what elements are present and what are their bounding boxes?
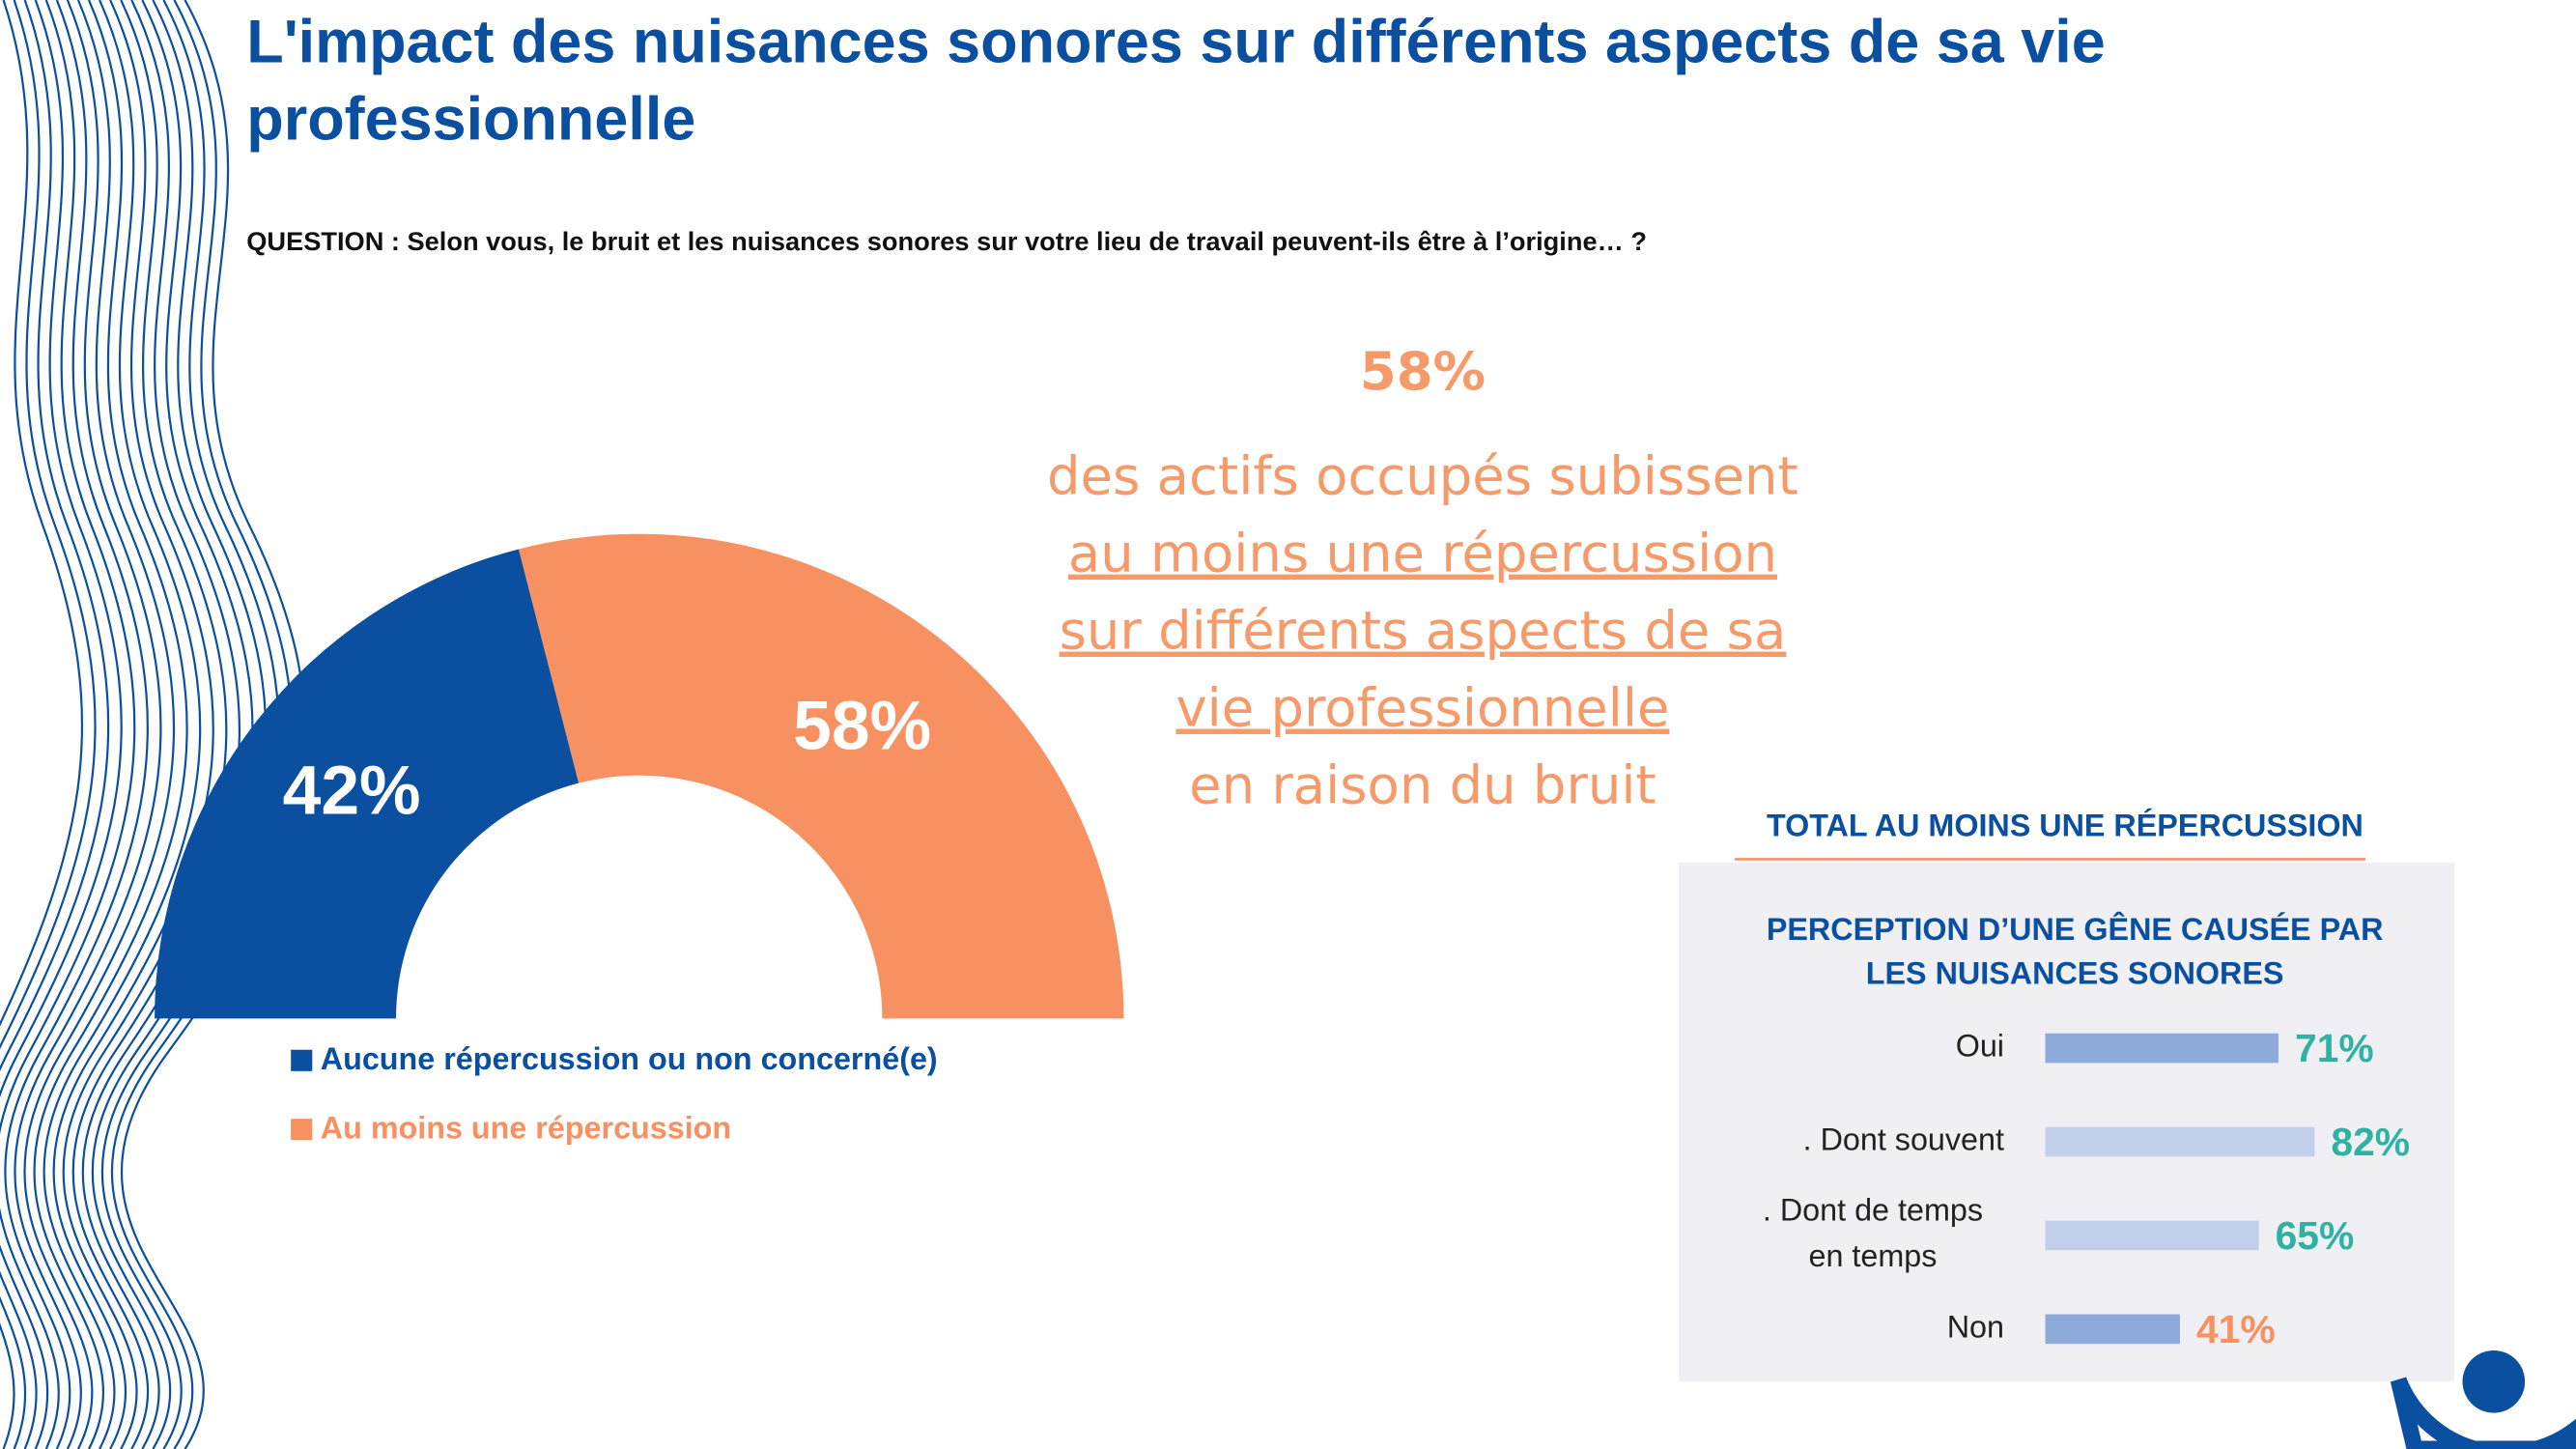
callout-line: sur différents aspects de sa [1060, 600, 1787, 662]
panel-title: PERCEPTION D’UNE GÊNE CAUSÉE PAR LES NUI… [1766, 913, 2384, 993]
decor-wave [14, 0, 162, 1449]
donut-segment [518, 533, 1124, 1019]
panel-header: TOTAL AU MOINS UNE RÉPERCUSSION [1767, 808, 2364, 843]
category-box: Non [1946, 1311, 2004, 1346]
panel-bg [1679, 862, 2454, 1382]
bar [2045, 1126, 2315, 1157]
bar [2045, 1314, 2180, 1345]
decor-wave [4, 0, 149, 1449]
category-label: Non [1946, 1311, 2004, 1346]
callout-line: vie professionnelle [1175, 677, 1669, 739]
decor-wave [42, 0, 202, 1449]
value-label: 82% [2331, 1120, 2410, 1164]
category-label: . Dont souvent [1802, 1123, 2004, 1158]
decor-wave [0, 0, 84, 1449]
decor-wave [0, 0, 136, 1449]
donut-segment [155, 549, 580, 1019]
decor-wave [0, 0, 97, 1449]
value-label: 71% [2295, 1026, 2374, 1070]
bar [2045, 1220, 2259, 1251]
decor-wave [0, 0, 123, 1449]
decor-wave [0, 0, 110, 1449]
title-box: L'impact des nuisances sonores sur diffé… [246, 8, 2106, 154]
panel-title-box: PERCEPTION D’UNE GÊNE CAUSÉE PAR LES NUI… [1766, 913, 2384, 993]
callout-line: des actifs occupés subissent [1047, 445, 1798, 507]
value-label: 42% [283, 752, 421, 829]
decor-wave [23, 0, 176, 1449]
legend-label: Aucune répercussion ou non concerné(e) [321, 1041, 938, 1076]
decor-dot [2462, 1350, 2526, 1413]
decor-arc [2390, 1377, 2576, 1449]
callout-line: au moins une répercussion [1068, 523, 1777, 584]
value-label: 58% [793, 688, 931, 765]
callout-line: en raison du bruit [1189, 753, 1656, 815]
category-label: . Dont de temps en temps [1762, 1194, 1983, 1275]
legend-swatch [291, 1119, 313, 1141]
category-box: . Dont souvent [1802, 1123, 2004, 1158]
category-box: Oui [1955, 1030, 2004, 1065]
category-box: . Dont de temps en temps [1762, 1194, 1983, 1275]
value-label: 41% [2196, 1307, 2276, 1351]
question: QUESTION : Selon vous, le bruit et les n… [246, 226, 1647, 256]
callout-number: 58% [1360, 340, 1486, 402]
legend-swatch [291, 1049, 313, 1071]
category-label: Oui [1955, 1030, 2004, 1065]
value-label: 65% [2276, 1213, 2355, 1258]
legend-label: Au moins une répercussion [321, 1111, 731, 1146]
title: L'impact des nuisances sonores sur diffé… [246, 8, 2106, 154]
decor-wave [52, 0, 214, 1449]
bar [2045, 1033, 2279, 1064]
decor-wave [33, 0, 188, 1449]
